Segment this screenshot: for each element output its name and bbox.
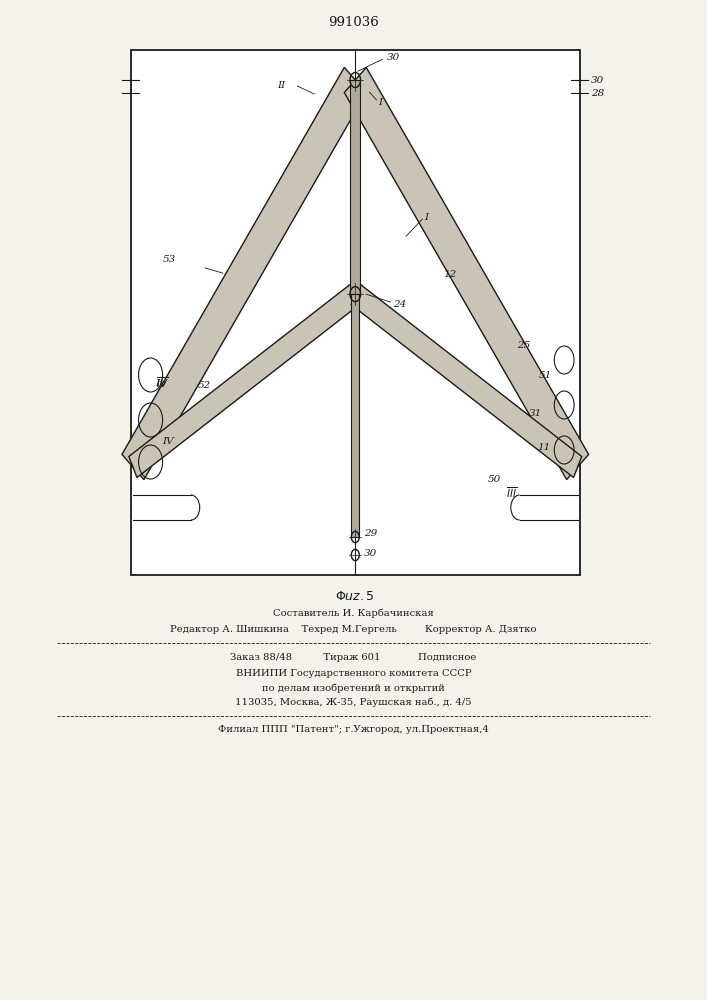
Polygon shape	[351, 80, 360, 294]
Text: $\overline{III}$: $\overline{III}$	[506, 486, 517, 500]
Text: 31: 31	[529, 408, 542, 418]
Polygon shape	[344, 67, 589, 480]
Text: $\Phi u z. 5$: $\Phi u z. 5$	[335, 590, 375, 604]
Text: I: I	[424, 213, 428, 222]
Text: Īυ: Īυ	[156, 378, 166, 387]
Text: 24: 24	[393, 300, 406, 309]
Bar	[131, 50, 580, 575]
Text: 30: 30	[387, 52, 400, 62]
Polygon shape	[351, 284, 582, 478]
Text: $\overline{IV}$: $\overline{IV}$	[156, 376, 168, 390]
Text: Редактор А. Шишкина    Техред М.Гергель         Корректор А. Дзятко: Редактор А. Шишкина Техред М.Гергель Кор…	[170, 626, 537, 635]
Text: Заказ 88/48          Тираж 601            Подписное: Заказ 88/48 Тираж 601 Подписное	[230, 654, 477, 662]
Polygon shape	[129, 284, 359, 478]
Text: 29: 29	[363, 528, 377, 538]
Text: 30: 30	[591, 76, 604, 85]
Text: Составитель И. Карбачинская: Составитель И. Карбачинская	[273, 608, 434, 618]
Text: 11: 11	[537, 443, 551, 452]
Text: 30: 30	[363, 548, 377, 558]
Text: Филиал ППП "Патент"; г.Ужгород, ул.Проектная,4: Филиал ППП "Патент"; г.Ужгород, ул.Проек…	[218, 726, 489, 734]
Text: II: II	[277, 81, 286, 90]
Polygon shape	[122, 67, 366, 480]
Text: ВНИИПИ Государственного комитета СССР: ВНИИПИ Государственного комитета СССР	[235, 670, 472, 678]
Text: 53: 53	[163, 255, 176, 264]
Text: IV: IV	[163, 437, 174, 446]
Polygon shape	[351, 294, 359, 537]
Text: 991036: 991036	[328, 15, 379, 28]
Text: 50: 50	[488, 476, 501, 485]
Text: 25: 25	[518, 340, 531, 350]
Text: 12: 12	[444, 270, 457, 279]
Text: 28: 28	[591, 89, 604, 98]
Text: 52: 52	[198, 381, 211, 390]
Text: по делам изобретений и открытий: по делам изобретений и открытий	[262, 683, 445, 693]
Text: I: I	[378, 98, 382, 107]
Text: 113035, Москва, Ж-35, Раушская наб., д. 4/5: 113035, Москва, Ж-35, Раушская наб., д. …	[235, 697, 472, 707]
Text: 51: 51	[539, 370, 552, 379]
